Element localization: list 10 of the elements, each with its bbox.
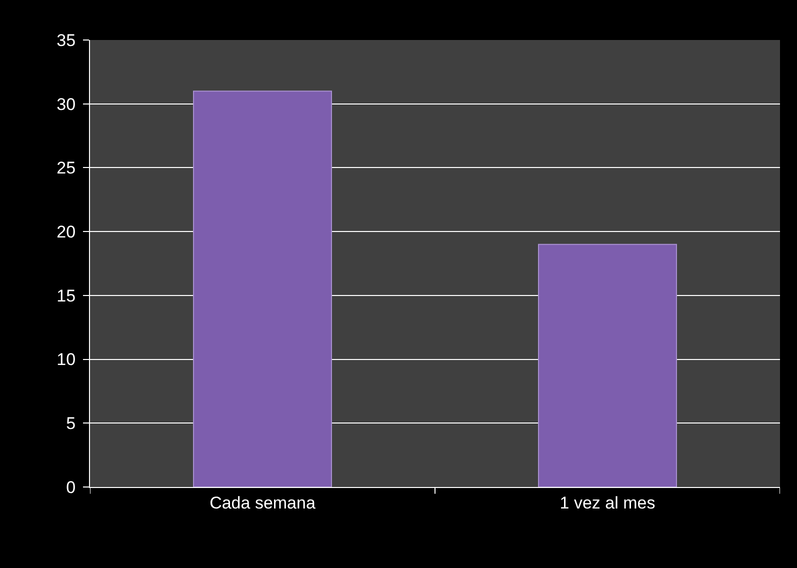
y-tick-label: 30 (56, 94, 76, 114)
y-tick-label: 5 (66, 414, 76, 434)
y-tick-label: 10 (56, 350, 76, 370)
x-tick-label: Cada semana (210, 493, 316, 512)
y-tick-label: 0 (66, 478, 76, 497)
y-tick-label: 35 (56, 30, 76, 50)
y-tick-label: 20 (56, 222, 76, 242)
x-tick-label: 1 vez al mes (560, 493, 656, 512)
y-tick-label: 15 (56, 286, 76, 306)
y-tick-label: 25 (56, 158, 76, 178)
